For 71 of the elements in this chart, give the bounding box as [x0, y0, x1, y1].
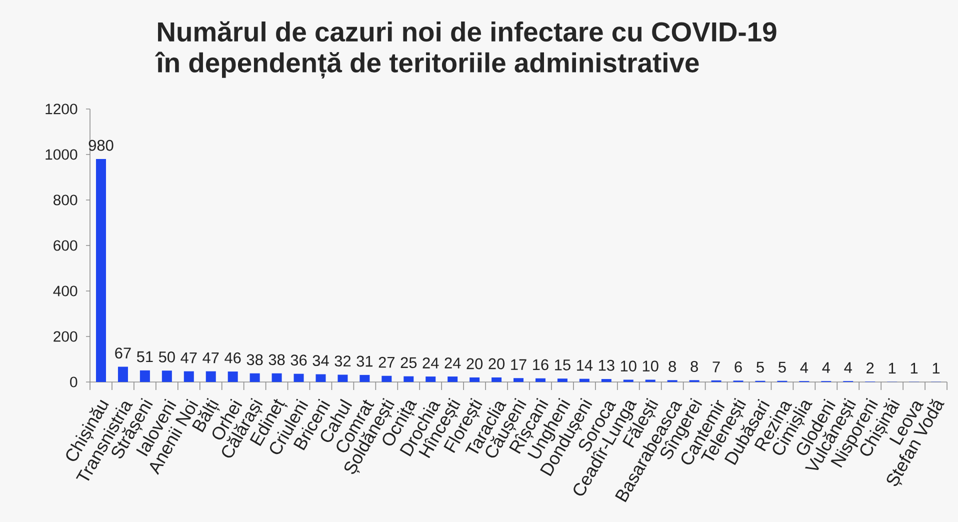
data-label: 50: [158, 351, 175, 362]
bar: [382, 376, 392, 382]
data-label: 1: [910, 362, 918, 374]
bar: [294, 374, 304, 382]
bar: [448, 376, 458, 382]
bar: [338, 374, 348, 382]
data-label: 27: [378, 356, 394, 368]
data-label: 38: [268, 354, 285, 366]
data-label: 980: [88, 140, 114, 151]
bar: [535, 378, 546, 382]
y-tick-label: 0: [70, 376, 78, 388]
data-label: 24: [444, 358, 461, 368]
y-tick-label: 1000: [46, 149, 78, 160]
bar: [272, 373, 282, 382]
data-label: 46: [224, 352, 241, 364]
data-label: 47: [202, 352, 219, 364]
chart-title: Numărul de cazuri noi de infectare cu COVID-19 în dependență de teritoriile administrative: [155, 21, 776, 79]
bar: [470, 377, 480, 382]
data-label: 17: [511, 359, 526, 370]
data-label: 14: [577, 360, 593, 371]
bar: [206, 371, 216, 382]
data-label: 2: [866, 362, 874, 374]
data-label: 5: [756, 362, 764, 373]
data-label: 5: [778, 362, 786, 373]
data-label: 4: [822, 362, 830, 373]
data-label: 20: [488, 358, 505, 370]
data-label: 15: [555, 360, 570, 370]
data-label: 1: [888, 362, 896, 374]
data-label: 67: [115, 348, 131, 359]
y-tick-label: 1200: [46, 104, 78, 114]
bar: [184, 371, 194, 382]
y-tick-label: 800: [54, 194, 78, 206]
bar: [96, 159, 106, 382]
bar: [162, 370, 172, 382]
data-label: 8: [690, 361, 698, 372]
bar: [118, 366, 128, 382]
data-label: 24: [422, 358, 439, 368]
bar: [140, 370, 150, 382]
bar: [579, 378, 590, 382]
data-label: 47: [180, 352, 197, 364]
data-label: 4: [800, 362, 808, 373]
bar: [250, 373, 260, 382]
data-label: 38: [246, 354, 263, 366]
bar: [404, 376, 414, 382]
data-label: 8: [668, 361, 676, 372]
bar: [228, 372, 238, 382]
data-label: 25: [400, 357, 417, 368]
data-label: 6: [734, 361, 742, 372]
data-label: 20: [466, 358, 483, 370]
data-label: 10: [642, 360, 658, 372]
data-label: 34: [312, 355, 329, 366]
bar: [316, 374, 326, 382]
bar: [360, 374, 370, 382]
y-tick-label: 400: [53, 286, 78, 296]
bar: [426, 376, 436, 382]
data-label: 4: [844, 362, 852, 373]
bar: [601, 379, 612, 382]
data-label: 7: [712, 362, 720, 372]
bar: [492, 377, 502, 382]
data-label: 51: [136, 351, 153, 362]
data-label: 13: [598, 360, 614, 371]
data-label: 32: [334, 356, 351, 367]
data-label: 10: [620, 360, 636, 372]
data-label: 31: [356, 356, 373, 367]
y-tick-label: 200: [54, 331, 78, 342]
data-label: 36: [290, 354, 307, 366]
data-label: 16: [533, 359, 548, 370]
bar: [514, 378, 524, 382]
bar: [557, 378, 568, 382]
y-tick-label: 600: [54, 240, 78, 251]
data-label: 1: [932, 362, 940, 374]
